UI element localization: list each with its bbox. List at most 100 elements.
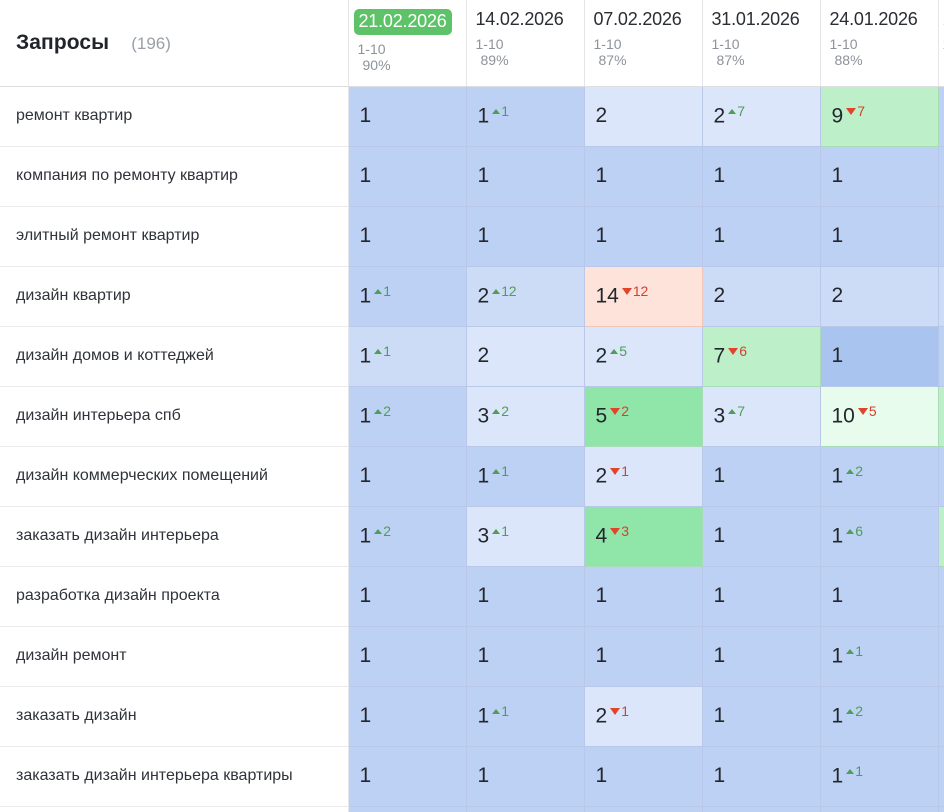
rank-cell[interactable]: [938, 566, 944, 627]
keyword-label[interactable]: разработка дизайн проекта: [0, 566, 349, 627]
rank-cell[interactable]: 1: [584, 206, 703, 267]
rank-cell[interactable]: [938, 266, 944, 327]
rank-cell[interactable]: [938, 506, 944, 567]
rank-cell[interactable]: 1: [584, 146, 703, 207]
rank-cell[interactable]: 1: [348, 146, 467, 207]
table-row[interactable]: дизайн домов и коттеджей 1 1 2 2 5 7 6 1: [0, 326, 944, 387]
rank-cell[interactable]: 1: [702, 146, 821, 207]
rank-cell[interactable]: 1: [348, 686, 467, 747]
date-column-header[interactable]: 118: [938, 0, 944, 87]
date-column-header[interactable]: 14.02.2026 1-10 89%: [466, 0, 585, 87]
date-column-header[interactable]: 24.01.2026 1-10 88%: [820, 0, 939, 87]
rank-cell[interactable]: 1: [702, 626, 821, 687]
rank-cell[interactable]: 1: [584, 626, 703, 687]
table-row[interactable]: заказать дизайн интерьера квартиры 1 1 1 1 1 1: [0, 746, 944, 807]
table-row[interactable]: дизайн интерьера спб 1 2 3 2 5 2 3 7 10 5: [0, 386, 944, 447]
rank-cell[interactable]: [584, 806, 703, 812]
rank-cell[interactable]: [938, 386, 944, 447]
keyword-label[interactable]: заказать дизайн интерьера квартиры: [0, 746, 349, 807]
keyword-label[interactable]: заказать дизайн: [0, 686, 349, 747]
rank-cell[interactable]: 1: [702, 686, 821, 747]
rank-cell[interactable]: 1: [820, 146, 939, 207]
table-row[interactable]: элитный ремонт квартир 1 1 1 1 1: [0, 206, 944, 267]
table-row[interactable]: компания по ремонту квартир 1 1 1 1 1: [0, 146, 944, 207]
table-row[interactable]: заказать дизайн 1 1 1 2 1 1 1 2: [0, 686, 944, 747]
rank-cell[interactable]: 1: [702, 746, 821, 807]
table-row[interactable]: ремонт квартир 1 1 1 2 2 7 9 7: [0, 86, 944, 147]
table-row[interactable]: [0, 806, 944, 812]
table-row[interactable]: разработка дизайн проекта 1 1 1 1 1: [0, 566, 944, 627]
rank-cell[interactable]: [938, 806, 944, 812]
rank-cell[interactable]: 1: [702, 506, 821, 567]
rank-cell[interactable]: 1: [466, 626, 585, 687]
rank-cell[interactable]: [938, 86, 944, 147]
keyword-label[interactable]: дизайн интерьера спб: [0, 386, 349, 447]
keyword-label[interactable]: дизайн квартир: [0, 266, 349, 327]
rank-cell[interactable]: 2: [466, 326, 585, 387]
keyword-label[interactable]: дизайн ремонт: [0, 626, 349, 687]
rank-cell[interactable]: 1: [820, 566, 939, 627]
rank-cell[interactable]: 2: [702, 266, 821, 327]
rank-cell[interactable]: 1: [466, 206, 585, 267]
rank-cell[interactable]: 1: [466, 146, 585, 207]
rank-cell[interactable]: [938, 746, 944, 807]
rank-cell[interactable]: 1: [702, 206, 821, 267]
rank-cell[interactable]: 1: [348, 626, 467, 687]
keyword-label[interactable]: дизайн домов и коттеджей: [0, 326, 349, 387]
rank-cell[interactable]: [466, 806, 585, 812]
rank-cell[interactable]: 2 12: [466, 266, 585, 327]
rank-cell[interactable]: 1: [820, 326, 939, 387]
table-row[interactable]: дизайн ремонт 1 1 1 1 1 1: [0, 626, 944, 687]
rank-cell[interactable]: 2: [584, 86, 703, 147]
rank-cell[interactable]: [938, 146, 944, 207]
rank-cell[interactable]: 1: [348, 746, 467, 807]
rank-cell[interactable]: 2: [820, 266, 939, 327]
rank-cell[interactable]: 10 5: [820, 386, 939, 447]
rank-cell[interactable]: [938, 326, 944, 387]
keyword-label[interactable]: заказать дизайн интерьера: [0, 506, 349, 567]
rank-cell[interactable]: 1: [466, 566, 585, 627]
rank-cell[interactable]: 1: [584, 566, 703, 627]
rank-cell[interactable]: [938, 626, 944, 687]
keyword-label[interactable]: компания по ремонту квартир: [0, 146, 349, 207]
rank-cell[interactable]: [348, 806, 467, 812]
rank-cell[interactable]: 1: [702, 446, 821, 507]
date-column-header[interactable]: 21.02.2026 1-10 90%: [348, 0, 467, 87]
rank-cell[interactable]: 1: [348, 446, 467, 507]
table-row[interactable]: дизайн коммерческих помещений 1 1 1 2 1 1 1 2: [0, 446, 944, 507]
rank-cell[interactable]: 1: [702, 566, 821, 627]
rank-cell[interactable]: [938, 686, 944, 747]
keyword-label[interactable]: [0, 806, 349, 812]
rank-cell[interactable]: 1: [584, 746, 703, 807]
date-column-header[interactable]: 07.02.2026 1-10 87%: [584, 0, 703, 87]
date-column-header[interactable]: 31.01.2026 1-10 87%: [702, 0, 821, 87]
rank-cell[interactable]: 1: [466, 746, 585, 807]
table-row[interactable]: дизайн квартир 1 1 2 12 14 12 2 2: [0, 266, 944, 327]
rank-cell[interactable]: [702, 806, 821, 812]
rank-cell[interactable]: 14 12: [584, 266, 703, 327]
table-row[interactable]: заказать дизайн интерьера 1 2 3 1 4 3 1 1 6: [0, 506, 944, 567]
rank-cell[interactable]: 1: [820, 206, 939, 267]
keyword-label[interactable]: дизайн коммерческих помещений: [0, 446, 349, 507]
